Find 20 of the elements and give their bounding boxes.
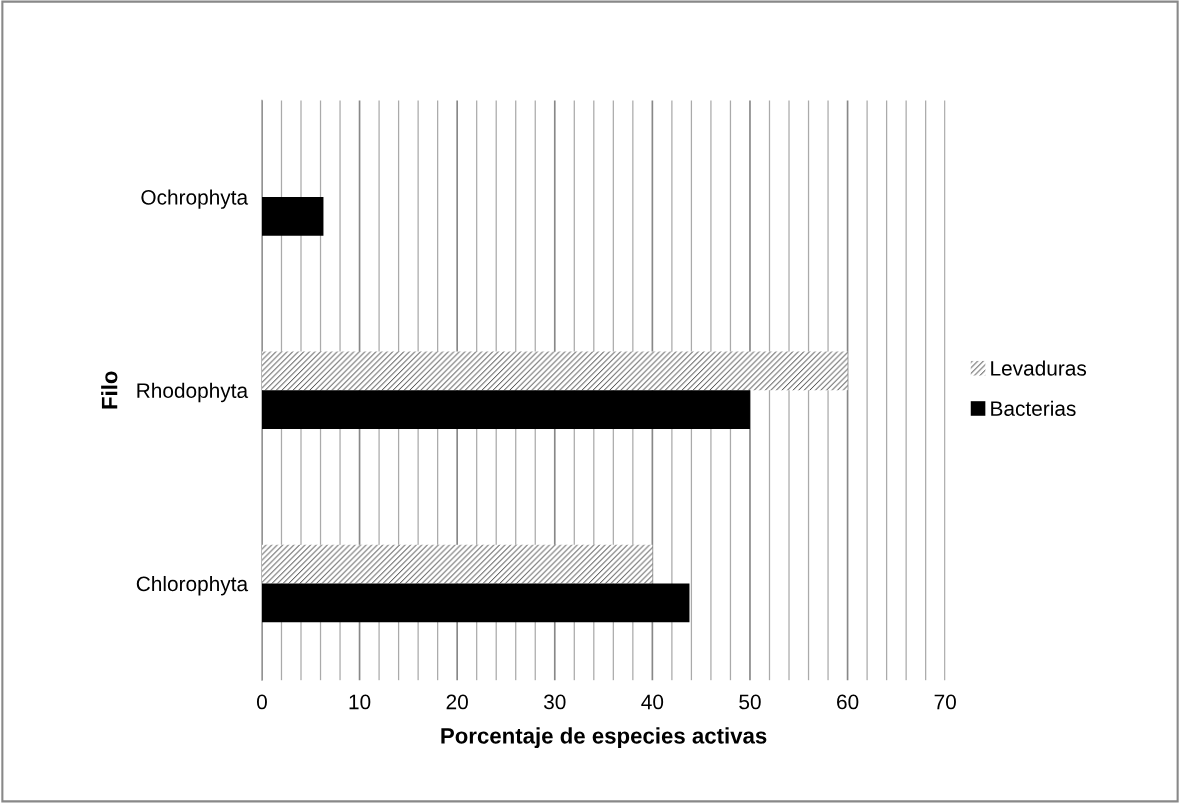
- y-tick-label: Ochrophyta: [141, 189, 249, 209]
- x-tick-label: 40: [641, 694, 664, 710]
- bar: [261, 390, 750, 429]
- x-tick-label: 50: [739, 694, 761, 710]
- x-tick-label: 60: [837, 694, 859, 710]
- legend-label: Levaduras: [991, 360, 1087, 376]
- legend-label: Bacterias: [991, 400, 1076, 416]
- x-tick-label: 0: [256, 694, 267, 710]
- x-tick-label: 10: [349, 694, 371, 710]
- y-axis-title: Filo: [101, 371, 118, 409]
- y-tick-label: Chlorophyta: [136, 575, 249, 596]
- x-axis-title: Porcentaje de especies activas: [441, 727, 767, 749]
- y-tick-label: Rhodophyta: [137, 382, 249, 403]
- x-tick-label: 70: [934, 694, 956, 710]
- bar: [261, 583, 690, 623]
- bar: [261, 197, 324, 236]
- x-tick-label: 20: [446, 694, 468, 710]
- x-tick-label: 30: [543, 694, 566, 710]
- bar: [261, 544, 653, 584]
- bar: [261, 351, 848, 391]
